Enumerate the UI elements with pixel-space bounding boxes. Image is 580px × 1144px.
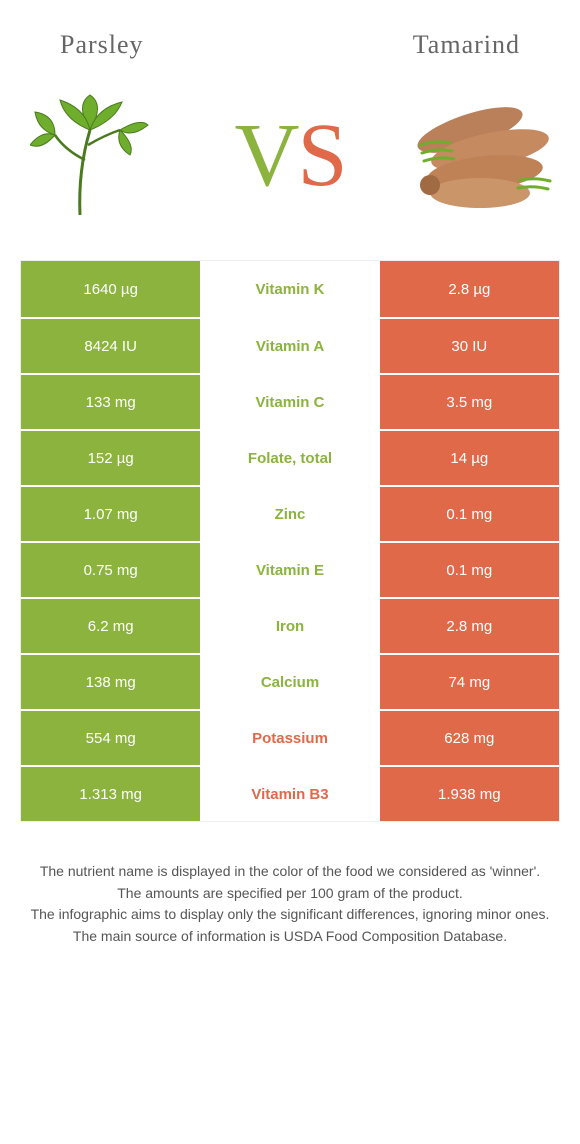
header: Parsley Tamarind <box>0 0 580 70</box>
table-row: 133 mgVitamin C3.5 mg <box>21 373 559 429</box>
table-row: 554 mgPotassium628 mg <box>21 709 559 765</box>
hero-row: VS <box>0 70 580 260</box>
vs-v: V <box>234 104 297 207</box>
tamarind-image <box>400 80 570 230</box>
value-left: 6.2 mg <box>21 599 200 653</box>
table-row: 8424 IUVitamin A30 IU <box>21 317 559 373</box>
value-left: 0.75 mg <box>21 543 200 597</box>
parsley-icon <box>30 90 160 220</box>
value-right: 0.1 mg <box>380 487 559 541</box>
value-right: 30 IU <box>380 319 559 373</box>
nutrient-label: Potassium <box>200 711 379 765</box>
nutrient-label: Vitamin B3 <box>200 767 379 821</box>
footer-line-1: The nutrient name is displayed in the co… <box>30 862 550 882</box>
value-left: 554 mg <box>21 711 200 765</box>
value-right: 2.8 µg <box>380 261 559 317</box>
food-title-right: Tamarind <box>413 30 520 60</box>
value-left: 133 mg <box>21 375 200 429</box>
value-left: 8424 IU <box>21 319 200 373</box>
food-title-left: Parsley <box>60 30 144 60</box>
value-right: 0.1 mg <box>380 543 559 597</box>
vs-text: VS <box>234 104 345 207</box>
footer-line-3: The infographic aims to display only the… <box>30 905 550 925</box>
table-row: 152 µgFolate, total14 µg <box>21 429 559 485</box>
footer-line-2: The amounts are specified per 100 gram o… <box>30 884 550 904</box>
nutrient-label: Vitamin K <box>200 261 379 317</box>
value-right: 14 µg <box>380 431 559 485</box>
table-row: 1.313 mgVitamin B31.938 mg <box>21 765 559 821</box>
nutrient-label: Folate, total <box>200 431 379 485</box>
value-right: 2.8 mg <box>380 599 559 653</box>
parsley-image <box>10 80 180 230</box>
tamarind-icon <box>400 85 570 225</box>
value-right: 74 mg <box>380 655 559 709</box>
table-row: 1640 µgVitamin K2.8 µg <box>21 261 559 317</box>
nutrient-label: Vitamin E <box>200 543 379 597</box>
value-left: 138 mg <box>21 655 200 709</box>
footer-notes: The nutrient name is displayed in the co… <box>0 822 580 946</box>
nutrient-label: Vitamin C <box>200 375 379 429</box>
nutrient-label: Iron <box>200 599 379 653</box>
value-left: 152 µg <box>21 431 200 485</box>
nutrient-label: Zinc <box>200 487 379 541</box>
nutrient-label: Vitamin A <box>200 319 379 373</box>
value-left: 1.313 mg <box>21 767 200 821</box>
value-right: 3.5 mg <box>380 375 559 429</box>
value-right: 1.938 mg <box>380 767 559 821</box>
table-row: 0.75 mgVitamin E0.1 mg <box>21 541 559 597</box>
value-left: 1640 µg <box>21 261 200 317</box>
value-right: 628 mg <box>380 711 559 765</box>
nutrient-label: Calcium <box>200 655 379 709</box>
comparison-table: 1640 µgVitamin K2.8 µg8424 IUVitamin A30… <box>20 260 560 822</box>
table-row: 138 mgCalcium74 mg <box>21 653 559 709</box>
vs-s: S <box>297 104 345 207</box>
table-row: 1.07 mgZinc0.1 mg <box>21 485 559 541</box>
table-row: 6.2 mgIron2.8 mg <box>21 597 559 653</box>
value-left: 1.07 mg <box>21 487 200 541</box>
footer-line-4: The main source of information is USDA F… <box>30 927 550 947</box>
